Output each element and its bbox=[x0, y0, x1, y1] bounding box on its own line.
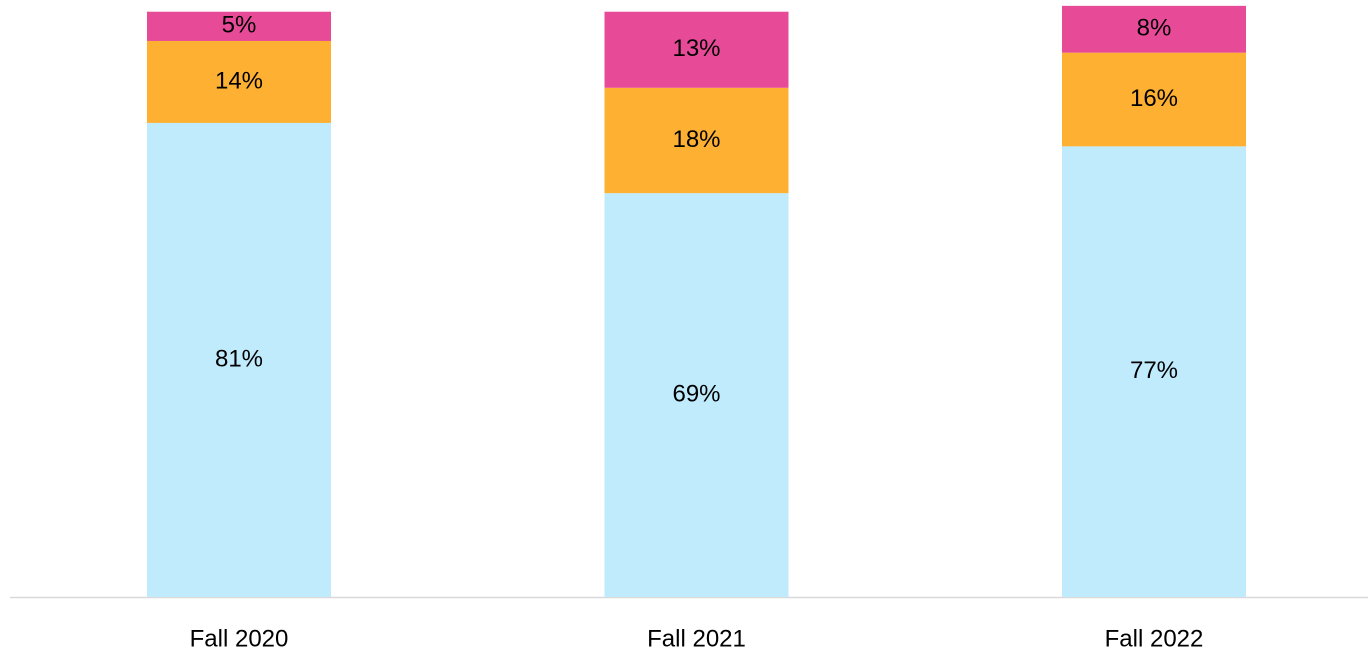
bar-segment bbox=[147, 122, 331, 597]
data-label: 81% bbox=[215, 345, 263, 372]
data-label: 5% bbox=[222, 12, 257, 39]
bar-segment bbox=[147, 40, 331, 123]
data-label: 13% bbox=[672, 35, 720, 62]
bar-segment bbox=[1062, 52, 1246, 147]
data-label: 16% bbox=[1130, 85, 1178, 112]
x-tick-label: Fall 2021 bbox=[647, 625, 746, 652]
data-label: 77% bbox=[1130, 357, 1178, 384]
bar-segment bbox=[147, 11, 331, 41]
data-label: 18% bbox=[672, 126, 720, 153]
bar-segment bbox=[1062, 5, 1246, 53]
data-label: 14% bbox=[215, 67, 263, 94]
bar-segment bbox=[1062, 146, 1246, 597]
x-tick-label: Fall 2022 bbox=[1105, 625, 1204, 652]
bar-segment bbox=[604, 87, 789, 194]
data-label: 69% bbox=[672, 380, 720, 407]
bar-segment bbox=[604, 193, 789, 597]
x-tick-label: Fall 2020 bbox=[190, 625, 289, 652]
data-label: 8% bbox=[1137, 15, 1172, 42]
bar-segment bbox=[604, 11, 789, 88]
